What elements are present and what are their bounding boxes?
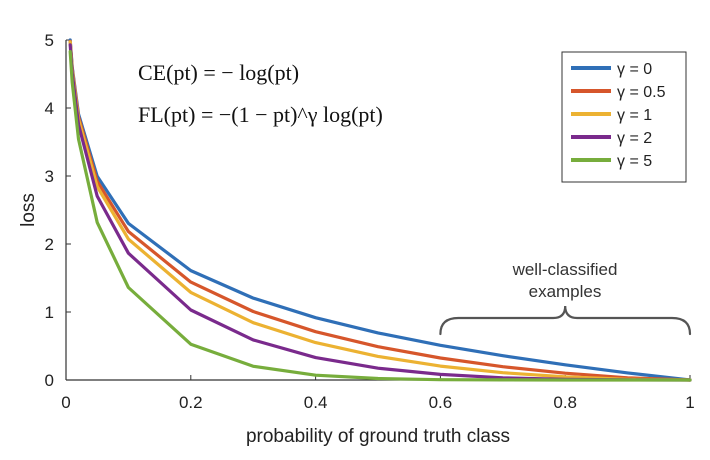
x-tick-group: 0 0.2 0.4 0.6 0.8 1	[61, 375, 695, 412]
x-tick-label: 1	[685, 393, 694, 412]
y-tick-label: 5	[45, 31, 54, 50]
y-axis-label: loss	[18, 193, 39, 227]
y-tick-label: 3	[45, 167, 54, 186]
legend-label-3: γ = 2	[617, 130, 652, 147]
legend: γ = 0 γ = 0.5 γ = 1 γ = 2 γ = 5	[571, 61, 666, 170]
x-tick-label: 0.6	[429, 393, 453, 412]
formula-fl: FL(pt) = −(1 − pt)^γ log(pt)	[138, 102, 383, 127]
annotation-line-2: examples	[529, 282, 602, 301]
series-line-4	[68, 49, 692, 382]
x-tick-label: 0	[61, 393, 70, 412]
formula-ce: CE(pt) = − log(pt)	[138, 60, 299, 85]
y-tick-group: 0 1 2 3 4 5	[45, 31, 71, 390]
annotation-brace	[439, 305, 692, 336]
y-tick-label: 1	[45, 303, 54, 322]
x-tick-label: 0.8	[553, 393, 577, 412]
legend-label-4: γ = 5	[617, 153, 652, 170]
series-lines	[68, 38, 692, 382]
annotation-line-1: well-classified	[512, 260, 618, 279]
y-tick-label: 2	[45, 235, 54, 254]
y-tick-label: 0	[45, 371, 54, 390]
x-tick-label: 0.4	[304, 393, 328, 412]
legend-label-2: γ = 1	[617, 107, 652, 124]
legend-label-1: γ = 0.5	[617, 84, 666, 101]
x-axis-label: probability of ground truth class	[246, 426, 510, 447]
y-tick-label: 4	[45, 99, 54, 118]
legend-label-0: γ = 0	[617, 61, 652, 78]
x-tick-label: 0.2	[179, 393, 203, 412]
